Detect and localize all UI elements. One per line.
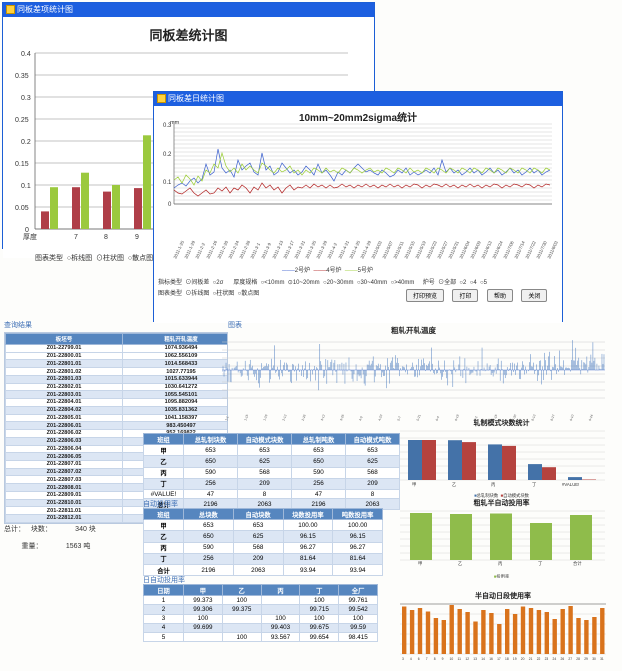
svg-text:17: 17	[497, 657, 501, 661]
svg-text:0.05: 0.05	[15, 205, 29, 212]
svg-text:8: 8	[104, 234, 108, 241]
svg-text:9: 9	[135, 234, 139, 241]
svg-text:21: 21	[529, 657, 533, 661]
svg-text:8: 8	[434, 657, 436, 661]
svg-text:24: 24	[553, 657, 557, 661]
svg-text:0.15: 0.15	[15, 161, 29, 168]
svg-text:14: 14	[481, 657, 485, 661]
svg-text:丁: 丁	[532, 482, 537, 487]
svg-text:甲: 甲	[418, 561, 422, 567]
svg-text:20: 20	[521, 657, 525, 661]
svg-text:0: 0	[25, 227, 29, 234]
svg-text:7: 7	[74, 234, 78, 241]
svg-text:2011-3-9: 2011-3-9	[260, 241, 272, 259]
svg-text:厚度: 厚度	[23, 232, 37, 241]
svg-text:13: 13	[473, 657, 477, 661]
svg-text:0.35: 0.35	[15, 73, 29, 80]
svg-text:0.3: 0.3	[163, 123, 172, 129]
svg-text:3-12: 3-12	[320, 414, 326, 422]
svg-text:22: 22	[537, 657, 541, 661]
svg-text:4: 4	[410, 657, 412, 661]
svg-text:27: 27	[568, 657, 572, 661]
svg-text:0.2: 0.2	[163, 152, 172, 158]
svg-text:0.25: 0.25	[15, 117, 29, 124]
svg-text:丁: 丁	[538, 561, 543, 566]
svg-text:0.2: 0.2	[21, 139, 31, 146]
svg-text:26: 26	[561, 657, 565, 661]
svg-text:9: 9	[442, 657, 444, 661]
svg-text:1-1: 1-1	[224, 415, 229, 421]
svg-text:18: 18	[505, 657, 509, 661]
svg-text:31: 31	[600, 657, 604, 661]
svg-text:乙: 乙	[452, 481, 457, 487]
svg-text:1-15: 1-15	[243, 414, 249, 422]
svg-text:4-23: 4-23	[377, 414, 383, 422]
svg-text:30: 30	[592, 657, 596, 661]
svg-text:乙: 乙	[458, 560, 463, 566]
svg-text:2011-2-2: 2011-2-2	[194, 241, 206, 259]
svg-text:3-26: 3-26	[339, 414, 345, 422]
svg-text:合计: 合计	[573, 560, 582, 567]
svg-text:11: 11	[458, 657, 462, 661]
svg-text:甲: 甲	[412, 482, 416, 487]
svg-text:丙: 丙	[498, 561, 502, 567]
svg-text:0.4: 0.4	[21, 51, 31, 58]
svg-text:23: 23	[545, 657, 549, 661]
svg-text:0.1: 0.1	[163, 180, 172, 186]
svg-text:28: 28	[576, 657, 580, 661]
svg-text:#VALUE!: #VALUE!	[562, 482, 579, 487]
svg-text:12: 12	[465, 657, 469, 661]
svg-text:2-26: 2-26	[301, 414, 307, 422]
svg-text:0.1: 0.1	[21, 183, 31, 190]
svg-text:3: 3	[402, 657, 404, 661]
svg-text:0.3: 0.3	[21, 95, 31, 102]
svg-text:7: 7	[426, 657, 428, 661]
svg-text:2011/8/03: 2011/8/03	[546, 240, 559, 260]
svg-text:16: 16	[489, 657, 493, 661]
svg-text:4-9: 4-9	[358, 415, 363, 421]
svg-text:6: 6	[418, 657, 420, 661]
svg-text:10: 10	[450, 657, 454, 661]
svg-text:丙: 丙	[491, 482, 495, 487]
svg-text:1-29: 1-29	[262, 414, 268, 422]
svg-text:2011-3-1: 2011-3-1	[249, 241, 261, 259]
svg-text:19: 19	[513, 657, 517, 661]
svg-text:29: 29	[584, 657, 588, 661]
svg-text:2011-4-2: 2011-4-2	[326, 241, 338, 259]
svg-text:2-12: 2-12	[282, 414, 288, 422]
